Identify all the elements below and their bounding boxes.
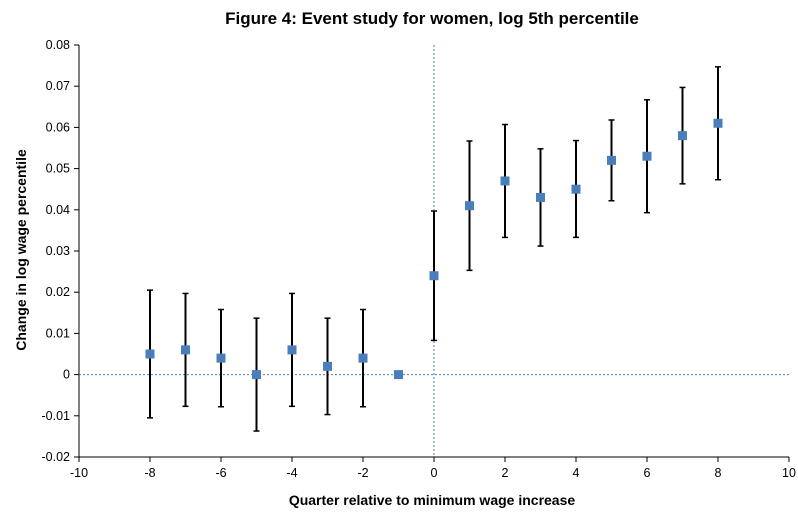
chart-title: Figure 4: Event study for women, log 5th…: [225, 9, 639, 28]
x-tick-label: -4: [286, 466, 297, 480]
data-point: [536, 192, 545, 202]
x-tick-label: 0: [431, 466, 438, 480]
x-tick-label: 8: [715, 466, 722, 480]
data-point: [358, 353, 368, 363]
x-tick-label: -6: [215, 466, 226, 480]
data-point: [465, 201, 474, 211]
y-tick-label: 0.03: [46, 244, 70, 258]
x-tick-label: 10: [782, 466, 796, 480]
data-point: [642, 151, 652, 161]
data-point: [216, 353, 226, 363]
data-point: [678, 131, 687, 141]
data-point: [252, 370, 261, 380]
data-point: [145, 349, 155, 359]
y-tick-label: 0.02: [46, 285, 70, 299]
y-axis-label: Change in log wage percentile: [13, 149, 29, 351]
data-point: [287, 345, 297, 355]
x-tick-label: -10: [70, 466, 88, 480]
data-point: [181, 345, 190, 355]
y-tick-label: -0.01: [42, 409, 71, 423]
y-tick-label: -0.02: [42, 450, 71, 464]
x-tick-label: 4: [573, 466, 580, 480]
data-point: [713, 118, 723, 128]
data-point: [323, 361, 332, 371]
x-tick-label: -2: [357, 466, 368, 480]
plot-area: -0.02 -0.01 0 0.01 0.02 0.03 0.04 0.05 0.06 0.07 0…: [42, 38, 796, 480]
y-tick-label: 0.06: [46, 120, 70, 134]
y-tick-label: 0.04: [46, 203, 70, 217]
data-point: [500, 176, 510, 186]
y-tick-label: 0: [63, 368, 70, 382]
data-point: [607, 155, 616, 165]
x-tick-label: -8: [144, 466, 155, 480]
data-point: [571, 184, 581, 194]
y-tick-label: 0.08: [46, 38, 70, 52]
data-point: [394, 370, 403, 380]
x-tick-label: 6: [644, 466, 651, 480]
y-tick-label: 0.07: [46, 79, 70, 93]
y-tick-label: 0.05: [46, 162, 70, 176]
data-point: [429, 271, 439, 281]
x-axis-label: Quarter relative to minimum wage increas…: [289, 492, 576, 508]
y-tick-label: 0.01: [46, 326, 70, 340]
x-tick-label: 2: [502, 466, 509, 480]
